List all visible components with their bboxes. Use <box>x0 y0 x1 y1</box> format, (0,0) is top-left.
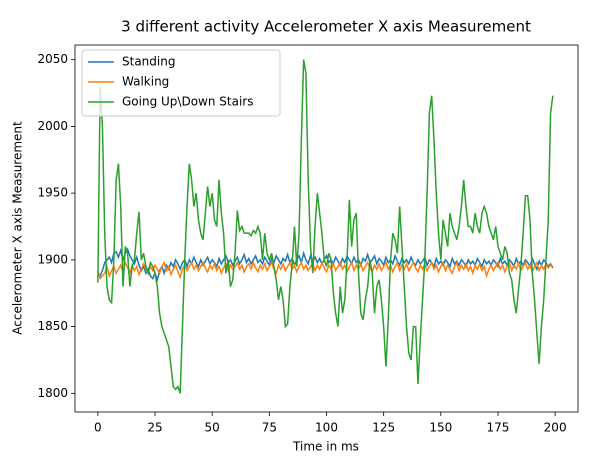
legend-label: Standing <box>122 55 175 69</box>
x-tick-label: 0 <box>94 421 102 435</box>
legend-label: Going Up\Down Stairs <box>122 95 253 109</box>
x-tick-label: 100 <box>315 421 338 435</box>
legend-frame <box>81 49 281 117</box>
data-line <box>97 59 554 394</box>
plot-frame <box>74 44 579 413</box>
data-line <box>97 260 554 281</box>
y-tick-label: 2000 <box>37 119 68 133</box>
x-tick-label: 50 <box>205 421 220 435</box>
x-tick-label: 125 <box>372 421 395 435</box>
y-tick-label: 1950 <box>37 186 68 200</box>
y-tick-label: 1800 <box>37 386 68 400</box>
y-tick-label: 1900 <box>37 252 68 266</box>
y-tick-label: 1850 <box>37 319 68 333</box>
legend-label: Walking <box>122 75 169 89</box>
x-tick-label: 25 <box>147 421 162 435</box>
legend: Standing Walking Going Up\Down Stairs <box>81 49 281 117</box>
x-tick-label: 150 <box>429 421 452 435</box>
y-axis-label: Accelerometer X axis Measurement <box>11 121 25 335</box>
x-tick-label: 200 <box>544 421 567 435</box>
x-axis-label: Time in ms <box>292 440 359 454</box>
data-line <box>97 247 554 283</box>
chart-title: 3 different activity Accelerometer X axi… <box>121 18 531 36</box>
y-tick-label: 2050 <box>37 52 68 66</box>
x-tick-label: 75 <box>262 421 277 435</box>
x-tick-label: 175 <box>487 421 510 435</box>
